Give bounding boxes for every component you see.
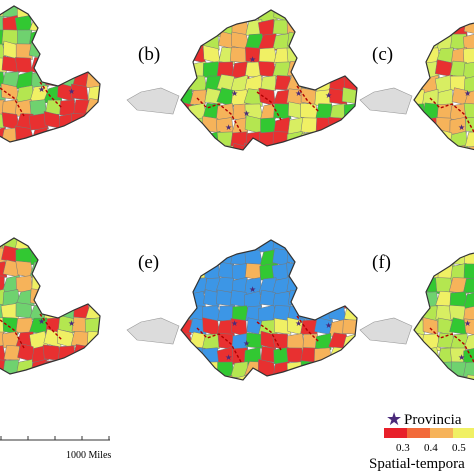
scale-bar: 1000 Miles: [0, 436, 111, 461]
excluded-region: [359, 317, 413, 345]
legend-swatch-3: [453, 428, 474, 438]
legend-color-ramp: [384, 428, 474, 438]
province-capital-star-icon: ★: [68, 87, 75, 96]
division-lines: [0, 81, 63, 117]
excluded-region: [126, 87, 180, 115]
province-capital-star-icon: ★: [325, 321, 332, 330]
basin-outline: [180, 9, 358, 151]
province-capital-star-icon: ★: [231, 89, 238, 98]
basin-outline: [0, 237, 101, 375]
basin-outline: [413, 252, 474, 381]
province-capital-star-icon: ★: [295, 89, 302, 98]
panel-label-e: (e): [138, 252, 159, 273]
region-mosaic: [181, 10, 357, 150]
province-capital-star-icon: ★: [68, 319, 75, 328]
province-capital-star-icon: ★: [231, 319, 238, 328]
province-capital-star-icon: ★: [458, 123, 465, 132]
legend-star-label: Provincia: [404, 412, 462, 428]
province-capital-star-icon: ★: [225, 353, 232, 362]
province-capital-star-icon: ★: [225, 123, 232, 132]
province-capital-star-icon: ★: [38, 85, 45, 94]
map-panel-a: ★★★★★★: [0, 5, 101, 146]
division-lines: [196, 315, 320, 363]
division-lines: [429, 97, 474, 133]
region-mosaic: [0, 238, 100, 378]
division-lines: [196, 85, 320, 133]
legend-swatch-0: [384, 428, 407, 438]
map-panel-b: ★ ★ ★ ★ ★ ★: [126, 9, 358, 151]
province-capital-star-icon: ★: [243, 109, 250, 118]
basin-outline: [0, 5, 101, 143]
legend-swatch-2: [430, 428, 453, 438]
excluded-region: [126, 317, 180, 345]
province-capital-star-icon: ★: [464, 319, 471, 328]
legend-tick-1: 0.4: [424, 442, 438, 454]
legend: ★ Provincia 0.3 0.4 0.5 Spatial-tempora: [369, 409, 474, 472]
legend-tick-0: 0.3: [396, 442, 410, 454]
province-capital-star-icon: ★: [249, 55, 256, 64]
region-mosaic: [0, 6, 100, 146]
province-capital-star-icon: ★: [243, 339, 250, 348]
division-lines: [429, 327, 474, 363]
basin-outline: [180, 239, 358, 381]
province-capital-star-icon: ★: [249, 285, 256, 294]
region-mosaic: [181, 240, 357, 380]
province-capital-star-icon: ★: [325, 91, 332, 100]
division-lines: [0, 313, 63, 349]
scale-bar-label: 1000 Miles: [66, 450, 111, 461]
panel-label-b: (b): [138, 44, 160, 65]
province-capital-star-icon: ★: [38, 317, 45, 326]
map-panel-e: ★ ★ ★ ★ ★ ★: [126, 239, 358, 381]
basin-outline: [413, 22, 474, 151]
province-capital-star-icon: ★: [295, 319, 302, 328]
legend-tick-2: 0.5: [452, 442, 466, 454]
province-capital-star-icon: ★: [464, 89, 471, 98]
region-mosaic: [414, 10, 474, 150]
map-panel-c: ★★★★★★: [359, 10, 474, 151]
panel-label-f: (f): [372, 252, 391, 273]
province-star-icon: ★: [386, 409, 402, 430]
legend-swatch-1: [407, 428, 430, 438]
excluded-region: [359, 87, 413, 115]
region-mosaic: [414, 240, 474, 380]
province-capital-star-icon: ★: [458, 353, 465, 362]
panels-layer: ★★★★★★★★★★★★(b)★★★★★★(c)★★★★★★★★★★★★(e)★…: [0, 5, 474, 381]
map-panel-d: ★★★★★★: [0, 237, 101, 378]
panel-label-c: (c): [372, 44, 393, 65]
legend-title: Spatial-tempora: [369, 456, 465, 472]
